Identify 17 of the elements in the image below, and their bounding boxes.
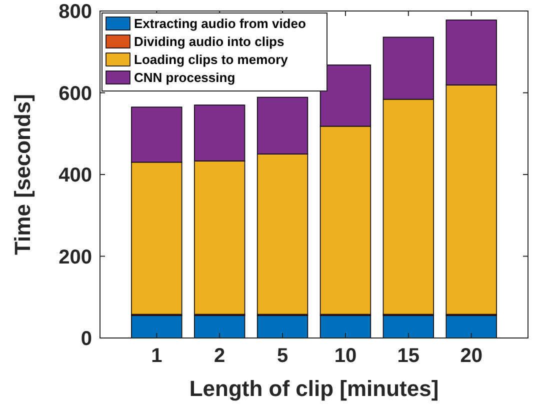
legend-label: Loading clips to memory (134, 52, 289, 67)
x-tick-label: 20 (460, 345, 482, 367)
y-tick-label: 0 (80, 328, 92, 350)
y-tick-label: 600 (58, 82, 92, 105)
x-tick-label: 2 (214, 345, 226, 367)
legend-label: Dividing audio into clips (134, 34, 284, 49)
y-tick-label: 800 (58, 1, 92, 23)
legend-label: Extracting audio from video (134, 16, 306, 31)
y-tick-label: 200 (58, 246, 92, 268)
x-tick-label: 15 (397, 345, 420, 367)
y-axis-title: Time [seconds] (10, 94, 35, 255)
x-tick-label: 5 (276, 345, 288, 367)
y-tick-label: 400 (58, 164, 92, 186)
legend-label: CNN processing (134, 70, 236, 85)
x-axis-title: Length of clip [minutes] (189, 376, 439, 401)
x-tick-label: 10 (334, 345, 357, 367)
x-tick-label: 1 (151, 345, 162, 367)
